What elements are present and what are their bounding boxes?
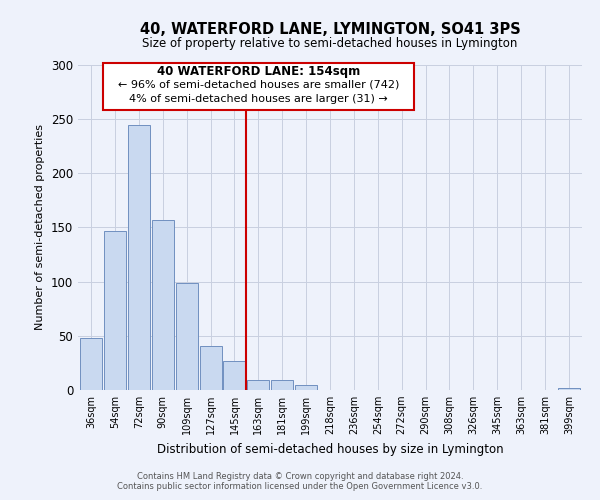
Bar [104, 231, 126, 390]
Text: Size of property relative to semi-detached houses in Lymington: Size of property relative to semi-detach… [142, 38, 518, 51]
Bar [80, 338, 102, 390]
Text: Contains public sector information licensed under the Open Government Licence v3: Contains public sector information licen… [118, 482, 482, 491]
Text: 40 WATERFORD LANE: 154sqm: 40 WATERFORD LANE: 154sqm [157, 65, 360, 78]
Text: 40, WATERFORD LANE, LYMINGTON, SO41 3PS: 40, WATERFORD LANE, LYMINGTON, SO41 3PS [140, 22, 520, 38]
Text: 4% of semi-detached houses are larger (31) →: 4% of semi-detached houses are larger (3… [129, 94, 388, 104]
Bar [271, 380, 293, 390]
Bar [223, 361, 245, 390]
Bar [152, 220, 174, 390]
Bar [558, 388, 580, 390]
Bar [176, 283, 197, 390]
Bar [200, 346, 221, 390]
Bar [128, 124, 150, 390]
Bar [247, 380, 269, 390]
Y-axis label: Number of semi-detached properties: Number of semi-detached properties [35, 124, 46, 330]
X-axis label: Distribution of semi-detached houses by size in Lymington: Distribution of semi-detached houses by … [157, 442, 503, 456]
FancyBboxPatch shape [103, 63, 413, 110]
Text: ← 96% of semi-detached houses are smaller (742): ← 96% of semi-detached houses are smalle… [118, 80, 399, 90]
Text: Contains HM Land Registry data © Crown copyright and database right 2024.: Contains HM Land Registry data © Crown c… [137, 472, 463, 481]
Bar [295, 384, 317, 390]
